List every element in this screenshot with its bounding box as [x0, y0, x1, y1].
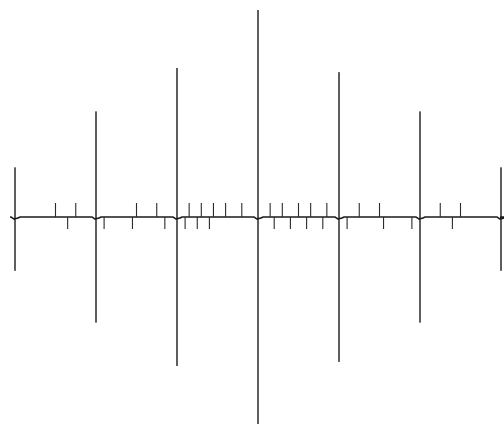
baseline	[10, 216, 504, 220]
baseline-group	[10, 216, 504, 220]
spike-group	[14, 10, 502, 424]
tick-group	[54, 203, 462, 229]
